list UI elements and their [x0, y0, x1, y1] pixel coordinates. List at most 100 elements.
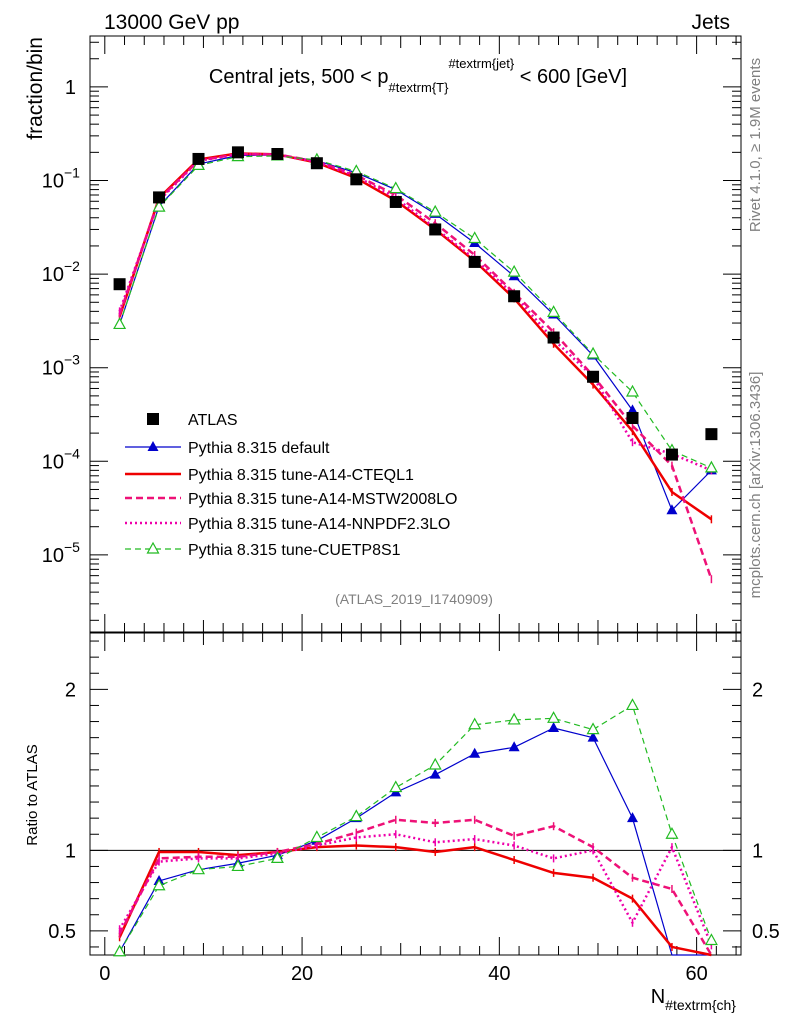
atlas-data-point — [587, 370, 600, 383]
main-y-ticks — [90, 41, 741, 621]
ratio-y-tick-label-right: 0.5 — [752, 921, 780, 943]
ratio-y-tick-label-right: 1 — [752, 840, 763, 862]
ratio-line-nnpdf — [118, 833, 713, 946]
ratio-point-cuetp8s1 — [270, 851, 284, 864]
ratio-point-default — [587, 731, 599, 742]
atlas-data-point — [665, 448, 678, 461]
atlas-data-point — [113, 278, 126, 291]
ratio-line-mstw — [118, 818, 713, 956]
atlas-data-point — [705, 428, 718, 441]
main-point-cuetp8s1 — [428, 204, 442, 217]
ratio-point-cuetp8s1 — [428, 757, 442, 770]
ratio-point-cuetp8s1 — [586, 722, 600, 735]
ratio-x-tick-label: 20 — [291, 963, 313, 985]
ratio-line-default — [119, 727, 712, 956]
ratio-point-default — [429, 768, 441, 779]
ratio-series — [113, 698, 718, 957]
main-y-tick-label: 1 — [65, 77, 76, 99]
ratio-point-default — [469, 747, 481, 758]
atlas-data-point — [429, 223, 442, 236]
legend-label-cuetp8s1: Pythia 8.315 tune-CUETP8S1 — [188, 542, 401, 559]
main-point-cuetp8s1 — [468, 231, 482, 244]
ratio-frame — [89, 632, 742, 956]
main-x-ticks — [104, 36, 737, 632]
main-y-tick-label: 10−2 — [42, 258, 80, 286]
main-series — [113, 146, 718, 584]
ratio-point-cuetp8s1 — [113, 944, 127, 957]
legend: ATLAS Pythia 8.315 default Pythia 8.315 … — [125, 412, 457, 559]
main-y-tick-label: 10−3 — [42, 352, 80, 380]
atlas-data-point — [271, 147, 284, 160]
legend-marker-default — [147, 441, 159, 451]
legend-marker-cuetp8s1 — [146, 541, 160, 554]
legend-item-default: Pythia 8.315 default — [125, 440, 330, 457]
ratio-point-default — [548, 721, 560, 732]
ratio-point-cuetp8s1 — [507, 712, 521, 725]
legend-item-cuetp8s1: Pythia 8.315 tune-CUETP8S1 — [125, 541, 401, 559]
ratio-point-cuetp8s1 — [547, 711, 561, 723]
main-point-cuetp8s1 — [389, 181, 403, 194]
atlas-data-point — [468, 255, 481, 268]
ratio-point-cuetp8s1 — [349, 809, 363, 822]
atlas-data-point — [153, 191, 166, 204]
main-point-default — [627, 404, 638, 415]
ratio-point-cuetp8s1 — [191, 862, 206, 875]
atlas-data-point — [626, 412, 639, 425]
y-axis-label: fraction/bin — [24, 37, 47, 140]
rivet-version-label: Rivet 4.1.0, ≥ 1.9M events — [747, 58, 764, 232]
mcplots-label: mcplots.cern.ch [arXiv:1306.3436] — [747, 372, 764, 599]
main-frame — [89, 35, 742, 633]
main-point-cuetp8s1 — [152, 199, 166, 212]
main-y-tick-labels: 10−5 10−4 10−3 10−2 10−1 1 — [42, 77, 80, 567]
ratio-y-axis-label: Ratio to ATLAS — [24, 744, 41, 845]
ratio-x-tick-label: 40 — [488, 963, 510, 985]
analysis-label: (ATLAS_2019_I1740909) — [335, 591, 493, 607]
legend-label-default: Pythia 8.315 default — [188, 440, 330, 457]
main-line-mstw — [118, 152, 713, 580]
main-line-cteql1 — [118, 152, 713, 521]
main-point-default — [666, 504, 678, 515]
chart-title: Central jets, 500 < p#textrm{T}#textrm{j… — [209, 56, 627, 95]
ratio-point-default — [627, 812, 638, 823]
main-y-tick-label: 10−1 — [42, 165, 80, 193]
main-y-tick-label: 10−5 — [42, 539, 80, 567]
main-line-default — [119, 154, 712, 511]
atlas-data-point — [310, 157, 323, 170]
main-point-cuetp8s1 — [113, 317, 127, 330]
main-point-cuetp8s1 — [586, 346, 600, 359]
legend-item-cteql1: Pythia 8.315 tune-A14-CTEQL1 — [125, 467, 414, 484]
legend-item-mstw: Pythia 8.315 tune-A14-MSTW2008LO — [125, 491, 457, 508]
atlas-data-point — [547, 331, 560, 344]
main-point-cuetp8s1 — [625, 384, 640, 397]
main-y-tick-label: 10−4 — [42, 445, 80, 473]
ratio-point-cuetp8s1 — [152, 878, 166, 891]
ratio-point-default — [508, 741, 520, 752]
ratio-x-tick-label: 60 — [685, 963, 707, 985]
ratio-point-cuetp8s1 — [310, 830, 324, 843]
ratio-ticks: 0 20 40 60 0.5 0.5 1 1 2 2 — [48, 633, 780, 985]
ratio-y-tick-label-right: 2 — [752, 679, 763, 701]
ratio-point-cuetp8s1 — [389, 780, 403, 793]
legend-label-atlas: ATLAS — [188, 412, 238, 429]
main-line-cuetp8s1 — [119, 155, 712, 469]
atlas-data-point — [231, 146, 244, 159]
ratio-y-tick-label: 1 — [65, 840, 76, 862]
ratio-point-cuetp8s1 — [231, 859, 245, 872]
main-point-cuetp8s1 — [507, 264, 521, 277]
ratio-point-cuetp8s1 — [625, 698, 640, 711]
atlas-data-point — [192, 152, 205, 165]
ratio-point-cuetp8s1 — [704, 933, 718, 946]
header-left: 13000 GeV pp — [104, 11, 239, 34]
main-line-nnpdf — [118, 152, 712, 472]
ratio-point-cuetp8s1 — [468, 717, 482, 730]
atlas-data-point — [350, 173, 363, 186]
main-panel: 10−5 10−4 10−3 10−2 10−1 1 Central jets, 500 … — [24, 35, 742, 633]
ratio-line-cteql1 — [118, 844, 712, 957]
legend-label-cteql1: Pythia 8.315 tune-A14-CTEQL1 — [188, 467, 414, 484]
legend-label-mstw: Pythia 8.315 tune-A14-MSTW2008LO — [188, 491, 457, 508]
legend-label-nnpdf: Pythia 8.315 tune-A14-NNPDF2.3LO — [188, 516, 450, 533]
atlas-data-point — [508, 290, 521, 303]
header-right: Jets — [691, 11, 730, 34]
ratio-line-cuetp8s1 — [119, 704, 712, 953]
